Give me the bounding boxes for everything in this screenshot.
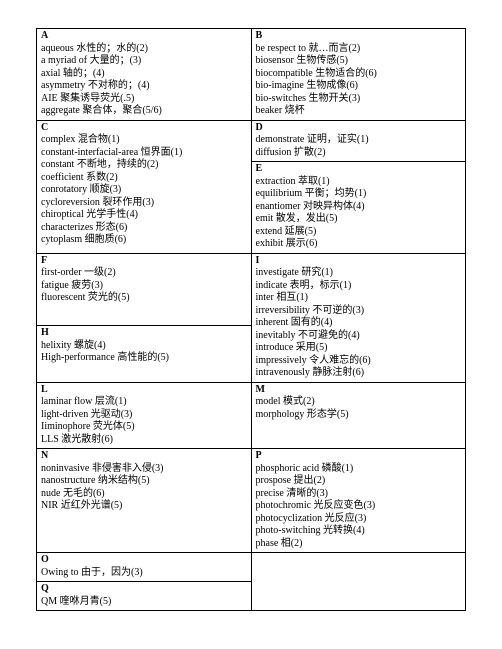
entry: conrotatory 顺旋(3) [41, 184, 247, 197]
entry: bio-switches 生物开关(3) [256, 93, 462, 106]
entry: aggregate 聚合体，聚合(5/6) [41, 105, 247, 118]
cell-C: Ccomplex 混合物(1)constant-interfacial-area… [37, 120, 252, 253]
entry: helixity 螺旋(4) [41, 340, 247, 353]
entry: light-driven 光驱动(3) [41, 409, 247, 422]
entry: nude 无毛的(6) [41, 488, 247, 501]
entry: constant-interfacial-area 恒界面(1) [41, 147, 247, 160]
entry: nanostructure 纳米结构(5) [41, 475, 247, 488]
entry: inherent 固有的(4) [256, 317, 462, 330]
cell-N: Nnoninvasive 非侵害非入侵(3)nanostructure 纳米结构… [37, 449, 252, 553]
entry: Owing to 由于，因为(3) [41, 567, 247, 580]
entry: enantiomer 对映异构体(4) [256, 201, 462, 214]
entry: extend 延展(5) [256, 226, 462, 239]
entry: High-performance 高性能的(5) [41, 352, 247, 365]
entry: aqueous 水性的；水的(2) [41, 43, 247, 56]
entry: introduce 采用(5) [256, 342, 462, 355]
section-letter: L [41, 384, 48, 395]
entry: cytoplasm 细胞质(6) [41, 234, 247, 247]
entry: exhibit 展示(6) [256, 238, 462, 251]
entry: bio-imagine 生物成像(6) [256, 80, 462, 93]
section-letter: I [256, 255, 260, 266]
cell-O: O Owing to 由于，因为(3) [37, 553, 252, 582]
cell-P: Pphosphoric acid 磷酸(1)prospose 提出(2)prec… [251, 449, 466, 553]
section-letter: H [41, 327, 49, 338]
cell-L: Llaminar flow 层流(1)light-driven 光驱动(3)Ii… [37, 382, 252, 449]
entry: axial 轴的；(4) [41, 68, 247, 81]
cell-A: Aaqueous 水性的；水的(2)a myriad of 大量的；(3)axi… [37, 29, 252, 121]
section-letter: F [41, 255, 47, 266]
section-letter: Q [41, 583, 49, 594]
entry: demonstrate 证明，证实(1) [256, 134, 462, 147]
section-letter: C [41, 122, 48, 133]
entry: intravenously 静脉注射(6) [256, 367, 462, 380]
entry: complex 混合物(1) [41, 134, 247, 147]
entry: biocompatible 生物适合的(6) [256, 68, 462, 81]
entry: prospose 提出(2) [256, 475, 462, 488]
section-letter: O [41, 554, 49, 565]
cell-M: Mmodel 模式(2)morphology 形态学(5) [251, 382, 466, 449]
entry: extraction 萃取(1) [256, 176, 462, 189]
entry: fluorescent 荧光的(5) [41, 292, 247, 305]
entry: NIR 近红外光谱(5) [41, 500, 247, 513]
cell-Q: Q QM 喹咻月青(5) [37, 582, 252, 611]
entry: fatigue 疲劳(3) [41, 280, 247, 293]
entry: constant 不断地，持续的(2) [41, 159, 247, 172]
entry: cycloreversion 裂环作用(3) [41, 197, 247, 210]
entry: photocyclization 光反应(3) [256, 513, 462, 526]
entry: asymmetry 不对称的；(4) [41, 80, 247, 93]
section-letter: B [256, 30, 263, 41]
cell-B: Bbe respect to 就…而言(2)biosensor 生物传感(5)b… [251, 29, 466, 121]
entry: characterizes 形态(6) [41, 222, 247, 235]
entry: phosphoric acid 磷酸(1) [256, 463, 462, 476]
entry: irreversibility 不可逆的(3) [256, 305, 462, 318]
section-letter: A [41, 30, 48, 41]
section-letter: N [41, 450, 48, 461]
entry: be respect to 就…而言(2) [256, 43, 462, 56]
entry: precise 清晰的(3) [256, 488, 462, 501]
entry: laminar flow 层流(1) [41, 396, 247, 409]
entry: diffusion 扩散(2) [256, 147, 462, 160]
entry: beaker 烧杯 [256, 105, 462, 118]
entry: AIE 聚集诱导荧光(.5) [41, 93, 247, 106]
section-letter: P [256, 450, 262, 461]
entry: biosensor 生物传感(5) [256, 55, 462, 68]
cell-E: Eextraction 萃取(1)equilibrium 平衡；均势(1)ena… [251, 162, 466, 254]
entry: photochromic 光反应变色(3) [256, 500, 462, 513]
entry: inevitably 不可避免的(4) [256, 330, 462, 343]
entry: photo-switching 光转换(4) [256, 525, 462, 538]
entry: morphology 形态学(5) [256, 409, 462, 422]
entry: model 模式(2) [256, 396, 462, 409]
entry: equilibrium 平衡；均势(1) [256, 188, 462, 201]
entry: LLS 激光散射(6) [41, 434, 247, 447]
entry: first-order 一级(2) [41, 267, 247, 280]
cell-D: Ddemonstrate 证明，证实(1)diffusion 扩散(2) [251, 120, 466, 162]
vocabulary-table: Aaqueous 水性的；水的(2)a myriad of 大量的；(3)axi… [36, 28, 466, 611]
entry: phase 相(2) [256, 538, 462, 551]
cell-P-extra [251, 553, 466, 611]
cell-F: Ffirst-order 一级(2)fatigue 疲劳(3)fluoresce… [37, 253, 252, 326]
entry: indicate 表明，标示(1) [256, 280, 462, 293]
entry: chiroptical 光学手性(4) [41, 209, 247, 222]
entry: Iiminophore 荧光体(5) [41, 421, 247, 434]
entry: emit 散发，发出(5) [256, 213, 462, 226]
entry: coefficient 系数(2) [41, 172, 247, 185]
entry: QM 喹咻月青(5) [41, 596, 247, 609]
section-letter: E [256, 163, 263, 174]
entry: inter 相互(1) [256, 292, 462, 305]
entry: impressively 令人难忘的(6) [256, 355, 462, 368]
cell-H: Hhelixity 螺旋(4)High-performance 高性能的(5) [37, 326, 252, 382]
entry: investigate 研究(1) [256, 267, 462, 280]
entry: a myriad of 大量的；(3) [41, 55, 247, 68]
cell-I: Iinvestigate 研究(1)indicate 表明，标示(1)inter… [251, 253, 466, 382]
section-letter: M [256, 384, 265, 395]
section-letter: D [256, 122, 263, 133]
entry: noninvasive 非侵害非入侵(3) [41, 463, 247, 476]
